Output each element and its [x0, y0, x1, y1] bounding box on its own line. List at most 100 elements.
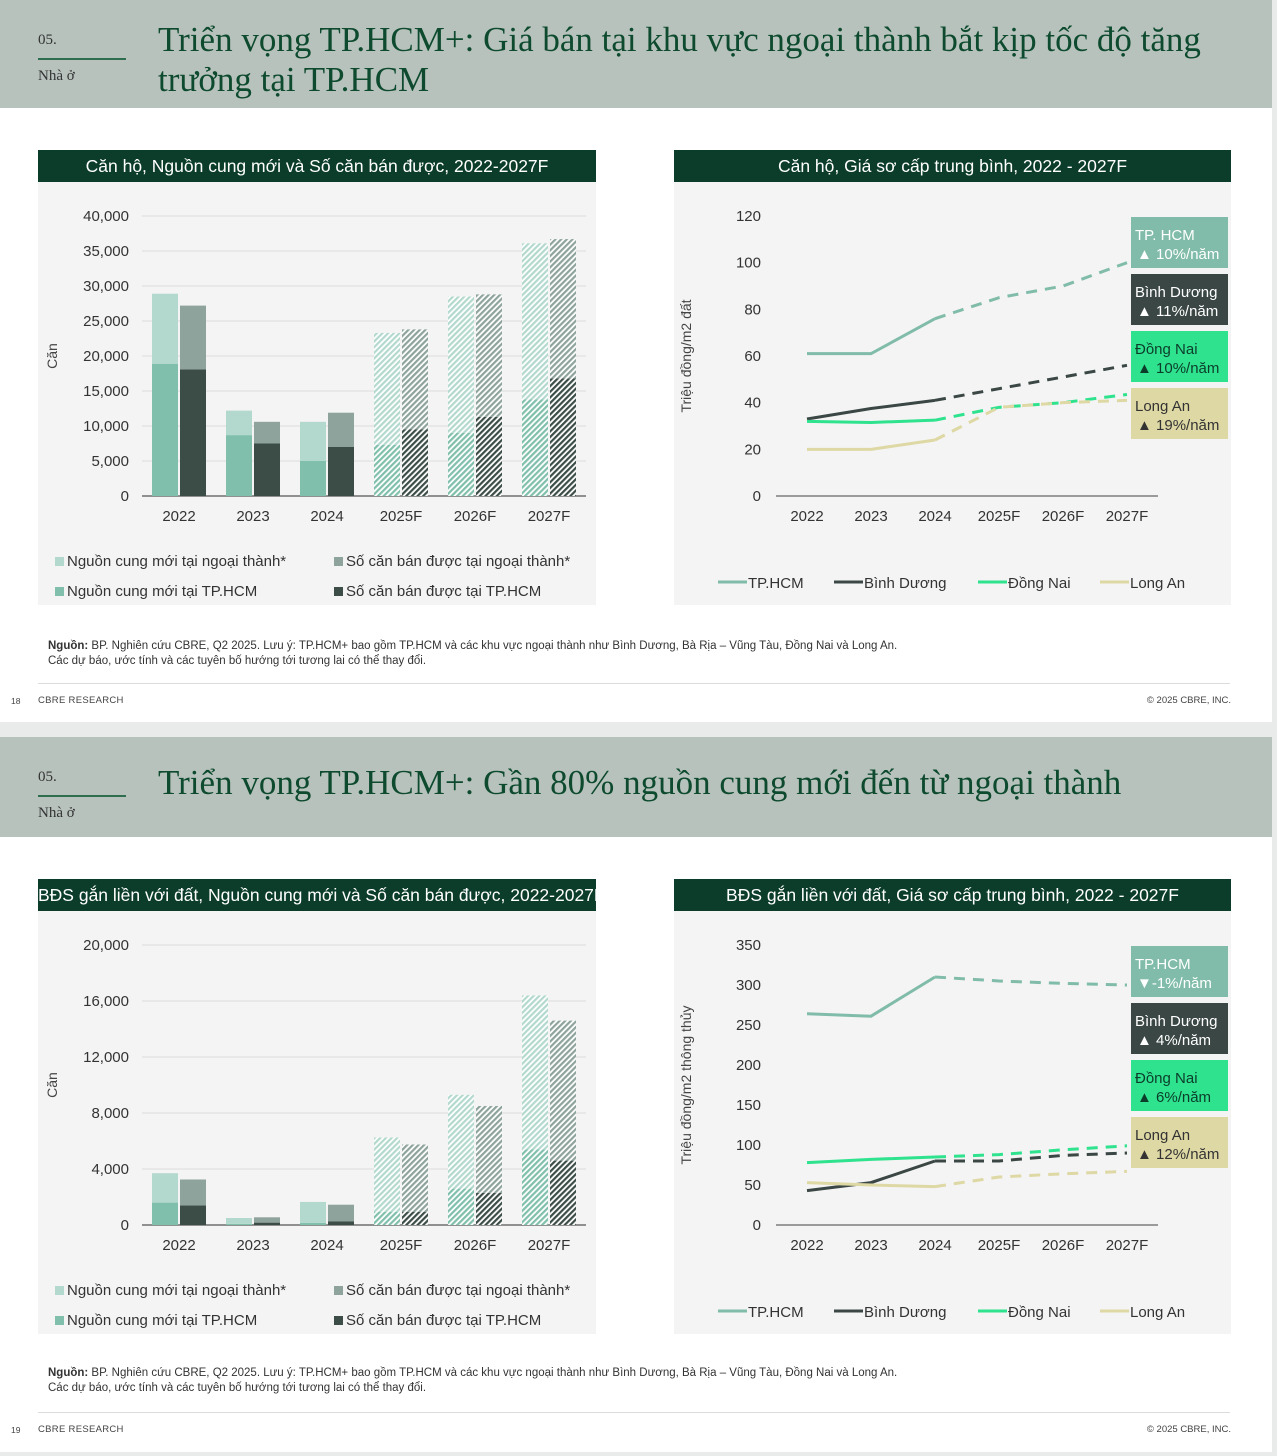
- series-forecast-line: [934, 1144, 1128, 1159]
- source-label: Nguồn:: [48, 640, 89, 652]
- bar-sold-outer: [476, 1106, 502, 1193]
- series-line: [806, 1155, 936, 1165]
- legend-label: Nguồn cung mới tại TP.HCM: [67, 583, 257, 600]
- y-tick-label: 35,000: [83, 243, 129, 260]
- bar-supply-hcm: [300, 1222, 326, 1225]
- y-tick-label: 16,000: [83, 993, 129, 1010]
- chart-title: Căn hộ, Giá sơ cấp trung bình, 2022 - 20…: [674, 150, 1231, 182]
- series-line: [806, 1159, 936, 1193]
- x-tick-label: 2026F: [1042, 1237, 1085, 1254]
- section-label: Nhà ở: [38, 68, 75, 84]
- y-axis-title: Căn: [44, 343, 60, 369]
- bar-sold-outer: [254, 1217, 280, 1223]
- bar-supply-hcm: [522, 1149, 548, 1225]
- x-tick-label: 2024: [918, 508, 951, 525]
- title-band: [0, 737, 1272, 837]
- bar-sold-outer: [254, 421, 280, 444]
- brand-label: CBRE RESEARCH: [38, 1424, 124, 1435]
- callout-name: Đồng Nai: [1135, 341, 1198, 358]
- legend-label: Nguồn cung mới tại ngoại thành*: [67, 1282, 286, 1299]
- copyright: © 2025 CBRE, INC.: [1146, 695, 1231, 706]
- legend-label: TP.HCM: [748, 1304, 804, 1321]
- bar-sold-hcm: [550, 1160, 576, 1225]
- bar-sold-hcm: [476, 416, 502, 496]
- slide-18: 05. Nhà ở Triển vọng TP.HCM+: Giá bán tạ…: [0, 0, 1272, 722]
- legend-label: TP.HCM: [748, 575, 804, 592]
- bar-supply-outer: [152, 1173, 178, 1203]
- x-tick-label: 2022: [790, 508, 823, 525]
- callout-box: [1131, 1117, 1228, 1168]
- bar-sold-outer: [550, 1020, 576, 1161]
- chart-svg: 0 50 100 150 200 250 300 350 Triệu đồng/m2 thông…: [678, 937, 1228, 1321]
- y-tick-label: 150: [736, 1097, 761, 1114]
- y-tick-label: 15,000: [83, 383, 129, 400]
- section-number: 05.: [38, 769, 57, 785]
- y-tick-label: 100: [736, 1137, 761, 1154]
- callout-growth: ▲ 10%/năm: [1137, 246, 1219, 263]
- legend-swatch: [334, 1316, 343, 1325]
- source-note: Nguồn: BP. Nghiên cứu CBRE, Q2 2025. Lưu…: [48, 1366, 1208, 1396]
- bar-sold-hcm: [402, 1211, 428, 1225]
- bar-supply-hcm: [374, 444, 400, 496]
- bar-sold-hcm: [402, 429, 428, 496]
- callout-name: Đồng Nai: [1135, 1070, 1198, 1087]
- x-tick-label: 2023: [236, 1237, 269, 1254]
- bar-supply-outer: [522, 243, 548, 400]
- footer-divider: [38, 683, 1230, 684]
- legend-label: Số căn bán được tại TP.HCM: [346, 583, 541, 600]
- x-tick-label: 2027F: [528, 508, 571, 525]
- bar-supply-outer: [226, 1218, 252, 1224]
- y-tick-label: 25,000: [83, 313, 129, 330]
- bar-sold-outer: [476, 294, 502, 417]
- bar-supply-hcm: [300, 461, 326, 496]
- x-tick-label: 2022: [162, 1237, 195, 1254]
- legend-label: Nguồn cung mới tại ngoại thành*: [67, 553, 286, 570]
- callout-growth: ▲ 11%/năm: [1137, 303, 1218, 320]
- x-tick-label: 2023: [236, 508, 269, 525]
- y-axis-title: Triệu đồng/m2 thông thủy: [678, 1005, 694, 1164]
- bar-supply-hcm: [374, 1211, 400, 1225]
- series-forecast-line: [935, 1151, 1128, 1163]
- chart-title: BĐS gắn liền với đất, Nguồn cung mới và …: [38, 879, 596, 911]
- page-number: 19: [11, 1425, 21, 1435]
- callout-name: TP.HCM: [1135, 956, 1191, 973]
- source-text: BP. Nghiên cứu CBRE, Q2 2025. Lưu ý: TP.…: [88, 640, 898, 652]
- bar-sold-outer: [328, 1204, 354, 1222]
- legend-swatch: [55, 1286, 64, 1295]
- callout-tphcm: TP.HCM ▼-1%/năm: [1131, 946, 1228, 997]
- series-line: [806, 1181, 936, 1189]
- source-label: Nguồn:: [48, 1367, 89, 1379]
- x-tick-label: 2026F: [454, 508, 497, 525]
- bar-supply-outer: [522, 995, 548, 1150]
- legend-label: Số căn bán được tại TP.HCM: [346, 1312, 541, 1329]
- y-tick-label: 20: [744, 441, 761, 458]
- chart-title: BĐS gắn liền với đất, Giá sơ cấp trung b…: [674, 879, 1231, 911]
- y-tick-label: 100: [736, 255, 761, 272]
- legend-label: Đồng Nai: [1008, 1304, 1071, 1321]
- series-line: [806, 418, 936, 425]
- footer-divider: [38, 1412, 1230, 1413]
- y-tick-label: 120: [736, 208, 761, 225]
- x-tick-label: 2027F: [528, 1237, 571, 1254]
- section-label: Nhà ở: [38, 805, 75, 821]
- series-line: [807, 438, 936, 451]
- callout-box: [1131, 388, 1228, 439]
- y-tick-label: 0: [121, 1217, 129, 1234]
- x-tick-label: 2025F: [380, 508, 423, 525]
- bar-sold-hcm: [476, 1192, 502, 1225]
- chart-title: Căn hộ, Nguồn cung mới và Số căn bán đượ…: [38, 150, 596, 182]
- y-tick-label: 0: [753, 1217, 761, 1234]
- y-tick-label: 20,000: [83, 937, 129, 954]
- bar-supply-outer: [448, 296, 474, 433]
- bar-sold-hcm: [254, 1222, 280, 1225]
- bar-supply-hcm: [522, 399, 548, 496]
- x-tick-label: 2022: [790, 1237, 823, 1254]
- callout-name: TP. HCM: [1135, 227, 1195, 244]
- callout-growth: ▲ 10%/năm: [1137, 360, 1219, 377]
- callout-growth: ▲ 4%/năm: [1137, 1032, 1211, 1049]
- page-title: Triển vọng TP.HCM+: Gần 80% nguồn cung m…: [158, 763, 1122, 802]
- series-forecast-line: [934, 363, 1128, 402]
- y-tick-label: 10,000: [83, 418, 129, 435]
- x-tick-label: 2024: [310, 1237, 343, 1254]
- y-tick-label: 40,000: [83, 208, 129, 225]
